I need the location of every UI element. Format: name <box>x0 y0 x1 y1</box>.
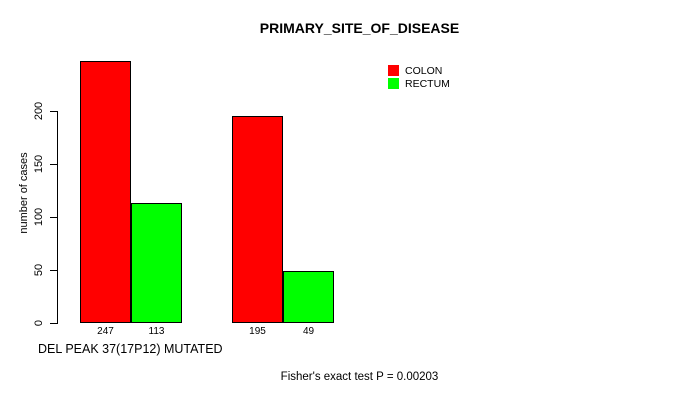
y-tick <box>50 164 57 165</box>
bar-value-label: 195 <box>249 326 266 337</box>
y-tick-label-text: 100 <box>33 207 45 227</box>
bar-rectum-group2 <box>283 271 334 323</box>
fisher-test-annotation: Fisher's exact test P = 0.00203 <box>280 371 439 383</box>
bar-value-label: 247 <box>97 326 114 337</box>
bar-value-label: 113 <box>148 326 165 337</box>
chart-title: PRIMARY_SITE_OF_DISEASE <box>259 20 460 36</box>
y-tick <box>50 270 57 271</box>
y-tick-label-text: 150 <box>33 154 45 174</box>
legend-label-colon: COLON <box>405 64 443 77</box>
rectum-color-swatch <box>388 78 399 89</box>
y-tick-label-text: 0 <box>33 319 45 327</box>
y-tick-label-text: 50 <box>33 263 45 277</box>
bar-rectum-group1 <box>131 203 182 323</box>
legend: COLON RECTUM <box>388 64 450 90</box>
legend-item-rectum: RECTUM <box>388 77 450 90</box>
legend-label-rectum: RECTUM <box>405 77 450 90</box>
bar-colon-group2 <box>232 116 283 323</box>
y-axis-line <box>57 111 58 324</box>
bar-value-label: 49 <box>302 326 315 337</box>
y-tick <box>50 111 57 112</box>
colon-color-swatch <box>388 65 399 76</box>
y-axis-label-text: number of cases <box>18 152 30 234</box>
y-tick-label-text: 200 <box>33 101 45 121</box>
bar-colon-group1 <box>80 61 131 323</box>
y-tick <box>50 323 57 324</box>
legend-item-colon: COLON <box>388 64 450 77</box>
x-axis-label: DEL PEAK 37(17P12) MUTATED <box>38 342 223 356</box>
y-tick <box>50 217 57 218</box>
